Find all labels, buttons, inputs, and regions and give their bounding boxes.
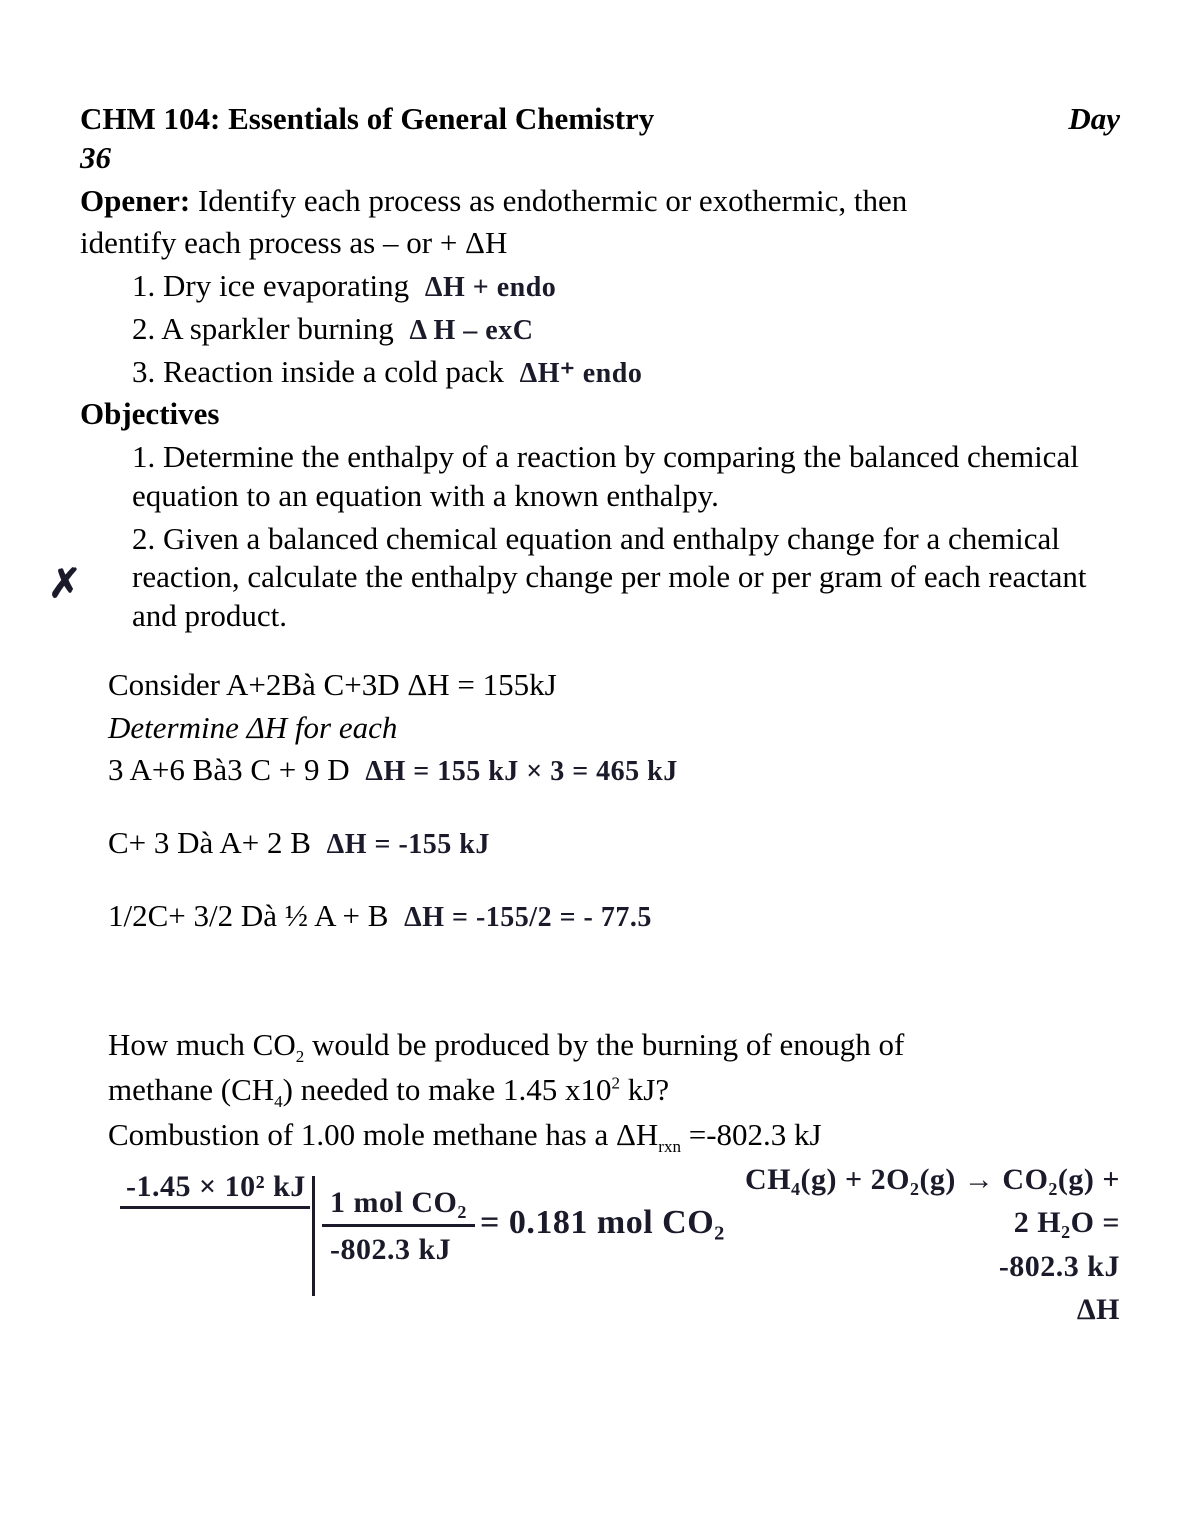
item-text: Dry ice evaporating (163, 268, 409, 303)
p2-l1a: How much CO (108, 1027, 296, 1062)
result: = 0.181 mol CO₂ (480, 1204, 725, 1242)
opener-item-2: 2. A sparkler burning Δ H – exC (80, 310, 1120, 349)
problem1-subprompt: Determine ΔH for each (80, 709, 1120, 748)
p2-l3b: =-802.3 kJ (681, 1117, 822, 1152)
p2-line1: How much CO2 would be produced by the bu… (80, 1026, 1120, 1067)
opener-line1: Opener: Identify each process as endothe… (80, 182, 1120, 221)
day-label: Day (1068, 100, 1120, 139)
item-num: 3. (132, 354, 155, 389)
rxn-l4: ΔH (745, 1288, 1120, 1332)
handwritten-answer: ΔH⁺ endo (520, 356, 643, 391)
handwritten-answer: ΔH + endo (425, 270, 556, 305)
p2-l3a: Combustion of 1.00 mole methane has a ΔH (108, 1117, 658, 1152)
opener-item-1: 1. Dry ice evaporating ΔH + endo (80, 267, 1120, 306)
opener-text1: Identify each process as endothermic or … (190, 183, 907, 218)
conv-bot: -802.3 kJ (322, 1227, 475, 1267)
frac-bot (120, 1209, 312, 1213)
objectives-label: Objectives (80, 395, 1120, 434)
x-mark-icon (48, 560, 82, 607)
conv-top: 1 mol CO₂ (322, 1186, 475, 1227)
p2-line2: methane (CH4) needed to make 1.45 x102 k… (80, 1071, 1120, 1112)
dimensional-vline (312, 1176, 315, 1296)
p1-printed: 1/2C+ 3/2 Dà ½ A + B (108, 898, 388, 933)
p2-line3: Combustion of 1.00 mole methane has a ΔH… (80, 1116, 1120, 1157)
p2-l2sup: 2 (612, 1074, 621, 1093)
p1-hand: ΔH = -155/2 = - 77.5 (404, 900, 652, 935)
p2-l2sub: 4 (274, 1092, 283, 1111)
p1-hand: ΔH = 155 kJ × 3 = 465 kJ (365, 754, 677, 789)
item-num: 1. (132, 268, 155, 303)
fraction-left: -1.45 × 10² kJ (120, 1170, 312, 1213)
item-text: A sparkler burning (161, 311, 393, 346)
rxn-l1: CH₄(g) + 2O₂(g) → CO₂(g) + (745, 1158, 1120, 1202)
item-num: 2. (132, 311, 155, 346)
handwork-area: -1.45 × 10² kJ 1 mol CO₂ -802.3 kJ = 0.1… (80, 1170, 1120, 1390)
objective-2: 2. Given a balanced chemical equation an… (80, 520, 1120, 636)
reaction-note: CH₄(g) + 2O₂(g) → CO₂(g) + 2 H₂O = -802.… (745, 1158, 1120, 1332)
p2-l1sub: 2 (296, 1047, 305, 1066)
day-number: 36 (80, 139, 1120, 178)
frac-top: -1.45 × 10² kJ (120, 1170, 312, 1206)
opener-item-3: 3. Reaction inside a cold pack ΔH⁺ endo (80, 353, 1120, 392)
problem1-given: Consider A+2Bà C+3D ΔH = 155kJ (80, 666, 1120, 705)
conversion-factor: 1 mol CO₂ -802.3 kJ (322, 1186, 475, 1267)
course-title: CHM 104: Essentials of General Chemistry (80, 100, 654, 139)
item-text: Reaction inside a cold pack (163, 354, 504, 389)
p2-l2a: methane (CH (108, 1072, 274, 1107)
p1-line-2: C+ 3 Dà A+ 2 B ΔH = -155 kJ (80, 824, 1120, 863)
opener-line2: identify each process as – or + ΔH (80, 224, 1120, 263)
p2-l2b: ) needed to make 1.45 x10 (283, 1072, 612, 1107)
p1-hand: ΔH = -155 kJ (327, 827, 490, 862)
header-row: CHM 104: Essentials of General Chemistry… (80, 100, 1120, 139)
p2-l2c: kJ? (620, 1072, 669, 1107)
p1-line-1: 3 A+6 Bà3 C + 9 D ΔH = 155 kJ × 3 = 465 … (80, 751, 1120, 790)
p1-printed: C+ 3 Dà A+ 2 B (108, 825, 311, 860)
rxn-l2: 2 H₂O = (745, 1201, 1120, 1245)
objective-1: 1. Determine the enthalpy of a reaction … (80, 438, 1120, 516)
handwritten-answer: Δ H – exC (410, 313, 534, 348)
p2-l3sub: rxn (658, 1138, 681, 1157)
p1-printed: 3 A+6 Bà3 C + 9 D (108, 752, 350, 787)
opener-label: Opener: (80, 183, 190, 218)
p1-line-3: 1/2C+ 3/2 Dà ½ A + B ΔH = -155/2 = - 77.… (80, 897, 1120, 936)
p2-l1b: would be produced by the burning of enou… (304, 1027, 904, 1062)
rxn-l3: -802.3 kJ (745, 1245, 1120, 1289)
